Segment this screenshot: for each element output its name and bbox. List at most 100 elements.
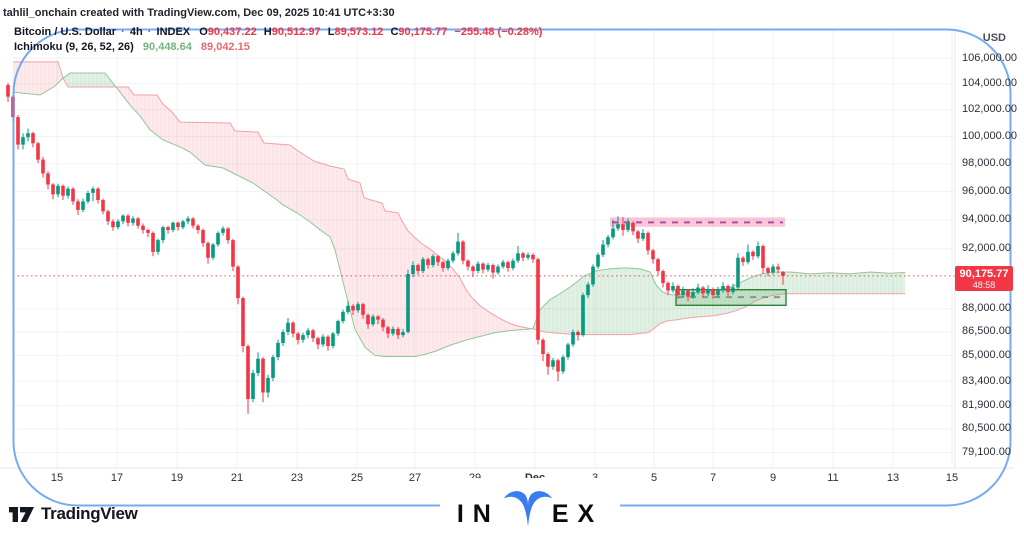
candle-body [41, 159, 45, 174]
low-label: L [327, 26, 335, 38]
candle-body [531, 254, 535, 260]
cloud-fill-segment [284, 144, 290, 209]
cloud-fill-segment [324, 164, 330, 237]
exchange-label: INDEX [156, 26, 191, 38]
cloud-fill-segment [44, 61, 50, 92]
cloud-fill-segment [256, 132, 262, 189]
cloud-fill-segment [600, 269, 606, 335]
candle-body [576, 332, 580, 336]
candle-body [496, 266, 500, 273]
cloud-fill-segment [360, 186, 366, 348]
candle-body [321, 336, 325, 345]
candle-body [61, 185, 65, 196]
cloud-fill-segment [540, 304, 546, 332]
ichimoku-cloud-layer [12, 61, 906, 357]
candle-body [541, 339, 545, 354]
cloud-fill-segment [252, 131, 258, 186]
candle-body [416, 265, 420, 271]
tradingview-logo[interactable]: TradingView [8, 503, 138, 524]
last-price-badge[interactable]: 90,175.77 48:58 [955, 266, 1013, 291]
cloud-fill-segment [152, 95, 158, 136]
candle-body [96, 188, 100, 200]
candle-body [546, 354, 550, 367]
cloud-fill-segment [564, 287, 570, 334]
cloud-fill-segment [552, 295, 558, 334]
price-tick-label: 98,000.00 [962, 157, 1011, 169]
cloud-fill-segment [900, 272, 906, 294]
time-tick-label: 15 [945, 472, 959, 484]
price-tick-label: 86,500.00 [962, 325, 1011, 337]
axis-currency-label[interactable]: USD [982, 32, 1006, 44]
cloud-fill-segment [664, 292, 670, 322]
cloud-fill-segment [344, 171, 350, 306]
cloud-fill-segment [708, 290, 714, 317]
cloud-fill-segment [808, 273, 814, 294]
cloud-fill-segment [144, 95, 150, 129]
cloud-fill-segment [792, 272, 798, 294]
cloud-fill-segment [164, 105, 170, 143]
cloud-fill-segment [336, 167, 342, 274]
cloud-fill-segment [460, 279, 466, 342]
time-tick-label: 15 [50, 472, 64, 484]
candle-body [481, 263, 485, 270]
candle-body [436, 256, 440, 263]
candle-body [336, 321, 340, 334]
cloud-fill-segment [728, 286, 734, 313]
candle-body [346, 305, 350, 312]
candle-body [701, 287, 705, 294]
candle-body [266, 377, 270, 393]
cloud-fill-segment [392, 212, 398, 357]
price-tick-label: 80,500.00 [962, 422, 1011, 434]
cloud-fill-segment [820, 273, 826, 294]
candle-body [286, 322, 290, 332]
cloud-fill-segment [380, 202, 386, 357]
cloud-fill-segment [288, 145, 294, 211]
price-tick-label: 88,000.00 [962, 302, 1011, 314]
cloud-fill-segment [660, 290, 666, 324]
candle-body [426, 259, 430, 266]
cloud-fill-segment [796, 272, 802, 294]
open-label: O [199, 26, 208, 38]
cloud-fill-segment [656, 285, 662, 327]
cloud-fill-segment [412, 235, 418, 357]
candle-body [636, 231, 640, 239]
interval-label[interactable]: 4h [129, 26, 143, 38]
candle-body [206, 243, 210, 258]
candle-body [651, 250, 655, 260]
cloud-fill-segment [448, 264, 454, 346]
cloud-fill-segment [632, 268, 638, 335]
cloud-fill-segment [848, 273, 854, 294]
price-tick-label: 96,000.00 [962, 185, 1011, 197]
indicator-legend[interactable]: Ichimoku (9, 26, 52, 26) 90,448.64 89,04… [14, 41, 250, 53]
cloud-fill-segment [196, 122, 202, 162]
invex-logo-text-right: EX [551, 500, 604, 528]
candle-body [171, 222, 175, 230]
cloud-fill-segment [244, 131, 250, 181]
cloud-fill-segment [784, 272, 790, 294]
candle-body [556, 360, 560, 372]
close-value: 90,175.77 [398, 26, 448, 38]
high-label: H [263, 26, 272, 38]
cloud-fill-segment [264, 143, 270, 195]
symbol-legend[interactable]: Bitcoin / U.S. Dollar · 4h · INDEX O90,4… [14, 26, 542, 38]
cloud-fill-segment [512, 324, 518, 331]
cloud-fill-segment [888, 273, 894, 294]
price-tick-label: 79,100.00 [962, 446, 1011, 458]
cloud-fill-segment [28, 61, 34, 95]
candle-body [586, 284, 590, 296]
cloud-fill-segment [872, 272, 878, 294]
cloud-fill-segment [76, 73, 82, 87]
candle-body [86, 193, 90, 202]
cloud-fill-segment [852, 273, 858, 294]
candle-body [461, 241, 465, 261]
cloud-fill-segment [860, 272, 866, 294]
candle-body [26, 133, 30, 138]
symbol-name[interactable]: Bitcoin / U.S. Dollar [14, 26, 117, 38]
cloud-fill-segment [56, 61, 62, 84]
indicator-name[interactable]: Ichimoku (9, 26, 52, 26) [14, 41, 134, 53]
cloud-fill-segment [864, 272, 870, 294]
candle-body [76, 201, 80, 210]
candle-body [466, 260, 470, 267]
cloud-fill-segment [416, 239, 422, 357]
